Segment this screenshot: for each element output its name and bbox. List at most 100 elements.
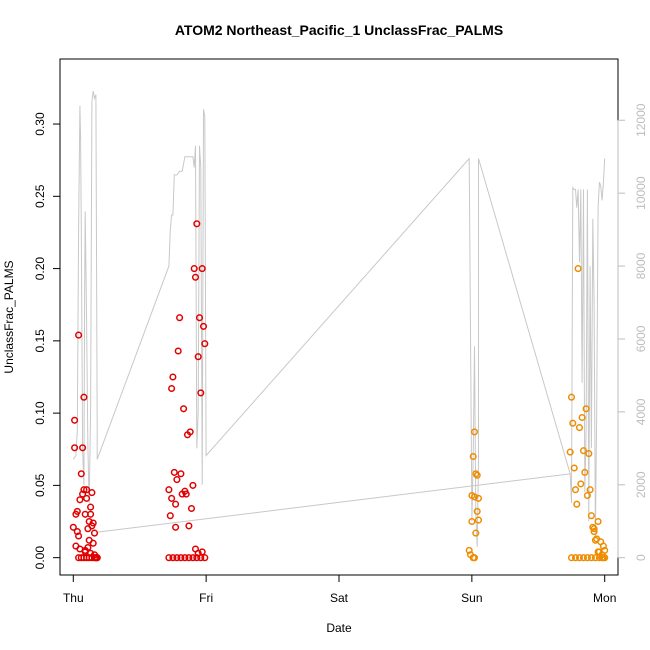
data-point: [590, 525, 598, 533]
data-point: [90, 529, 99, 537]
data-point: [83, 494, 91, 502]
data-point: [599, 542, 607, 550]
data-point: [577, 480, 585, 488]
data-point: [88, 554, 96, 562]
data-point: [69, 523, 77, 531]
data-point: [601, 554, 609, 562]
data-point: [569, 419, 577, 427]
data-point: [185, 554, 193, 562]
data-point: [194, 549, 202, 557]
data-point: [571, 486, 580, 494]
data-point: [587, 512, 595, 520]
y-tick-label: 0.20: [33, 257, 47, 281]
data-point: [169, 554, 177, 562]
data-point: [71, 416, 79, 424]
y-tick-label: 0.15: [33, 329, 47, 353]
data-point: [187, 504, 196, 513]
data-point: [470, 493, 479, 501]
data-point: [571, 554, 580, 562]
data-point: [567, 393, 576, 401]
data-point: [198, 265, 206, 273]
data-point: [473, 471, 481, 479]
y2-tick-label: 8000: [634, 252, 648, 279]
x-tick-label: Sun: [461, 591, 482, 605]
data-point: [578, 413, 586, 422]
data-point: [581, 468, 589, 476]
data-point: [465, 546, 473, 554]
data-point: [80, 393, 88, 401]
data-point: [193, 220, 201, 228]
y2-tick-label: 6000: [634, 325, 648, 352]
data-point: [190, 265, 198, 273]
data-point: [583, 554, 591, 562]
data-point: [579, 554, 588, 562]
data-point: [181, 554, 189, 562]
y-tick-label: 0.00: [33, 546, 47, 570]
data-point: [168, 384, 176, 393]
data-points-layer: [69, 220, 609, 562]
altitude-line-layer: [72, 91, 606, 547]
chart-title: ATOM2 Northeast_Pacific_1 UnclassFrac_PA…: [175, 22, 503, 38]
data-point: [197, 389, 205, 397]
data-point: [470, 554, 479, 562]
data-point: [173, 476, 181, 484]
data-point: [75, 532, 83, 540]
data-point: [594, 517, 602, 526]
data-point: [165, 486, 173, 494]
data-point: [174, 347, 182, 355]
x-tick-label: Sat: [330, 591, 349, 605]
data-point: [474, 516, 483, 524]
x-tick-label: Mon: [593, 591, 616, 605]
y-tick-label: 0.10: [33, 401, 47, 425]
data-point: [73, 528, 81, 536]
data-point: [189, 481, 197, 489]
data-point: [76, 496, 84, 504]
x-tick-label: Fri: [199, 591, 213, 605]
y2-tick-label: 0: [634, 554, 648, 561]
data-point: [201, 340, 209, 348]
data-point: [89, 519, 97, 527]
y-axis-label: UnclassFrac_PALMS: [2, 260, 16, 373]
data-point: [194, 353, 202, 361]
data-point: [582, 405, 590, 413]
data-point: [191, 273, 200, 281]
data-point: [195, 314, 204, 322]
data-point: [87, 510, 95, 518]
plot-frame: [59, 58, 619, 576]
data-point: [92, 554, 100, 562]
data-point: [193, 554, 201, 562]
data-point: [89, 539, 97, 547]
y2-tick-label: 10000: [634, 176, 648, 210]
data-point: [83, 486, 91, 494]
data-point: [166, 512, 174, 520]
data-point: [177, 470, 185, 478]
x-axis-label: Date: [326, 621, 352, 635]
data-point: [472, 470, 480, 478]
data-point: [168, 494, 176, 502]
data-point: [198, 548, 206, 556]
data-point: [180, 405, 188, 413]
data-point: [468, 517, 476, 526]
data-point: [77, 470, 85, 478]
data-point: [199, 322, 208, 330]
data-point: [185, 522, 193, 530]
data-point: [173, 554, 181, 562]
y2-tick-label: 4000: [634, 398, 648, 425]
data-point: [573, 500, 581, 508]
y2-tick-label: 12000: [634, 103, 648, 137]
data-point: [177, 554, 185, 562]
y-tick-label: 0.25: [33, 184, 47, 208]
data-point: [598, 554, 606, 562]
axes-layer: Thu Fri Sat Sun Mon 0.00 0.05 0.10 0.15 0.20 0.25 0…: [33, 103, 648, 605]
data-point: [170, 468, 178, 476]
data-point: [87, 549, 95, 557]
data-point: [575, 554, 584, 562]
y-tick-label: 0.05: [33, 473, 47, 497]
data-point: [590, 528, 598, 536]
data-point: [570, 464, 578, 472]
altitude-line: [72, 91, 606, 547]
data-point: [586, 486, 594, 494]
data-point: [88, 489, 96, 497]
data-point: [182, 490, 190, 498]
data-point: [594, 548, 602, 556]
